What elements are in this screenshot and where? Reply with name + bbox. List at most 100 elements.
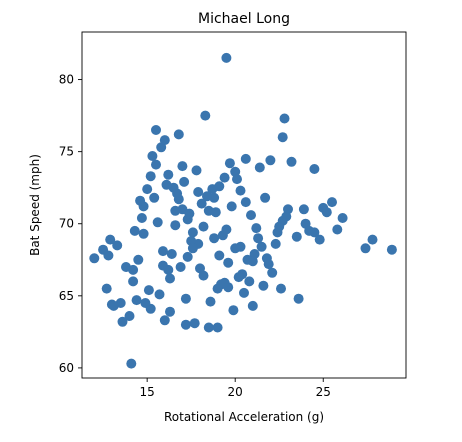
plot-frame — [81, 31, 407, 379]
data-point — [170, 220, 181, 231]
data-point — [89, 253, 100, 264]
data-point — [277, 132, 288, 143]
data-point — [239, 287, 249, 298]
data-point — [270, 238, 281, 249]
data-point — [244, 276, 255, 287]
data-point — [152, 217, 163, 228]
data-point — [205, 296, 216, 307]
data-point — [240, 197, 251, 208]
data-point — [184, 208, 195, 219]
data-point — [258, 280, 269, 291]
data-point — [309, 164, 320, 174]
data-point — [240, 153, 251, 164]
data-point — [170, 205, 181, 216]
data-point — [254, 162, 265, 173]
data-point — [124, 311, 135, 321]
data-point — [212, 283, 223, 294]
data-point — [209, 233, 220, 244]
data-point — [187, 243, 198, 254]
data-point — [203, 322, 214, 333]
data-point — [145, 171, 156, 182]
data-point — [128, 264, 139, 275]
y-axis: 60 65 70 75 80 — [59, 73, 82, 375]
data-point — [196, 198, 207, 209]
data-point — [154, 289, 165, 300]
data-point — [253, 233, 264, 244]
data-point — [210, 207, 221, 218]
data-point — [212, 322, 223, 333]
data-point — [136, 213, 147, 223]
data-point — [159, 315, 170, 326]
data-point — [138, 228, 149, 239]
data-point — [177, 161, 188, 172]
data-point — [286, 156, 297, 167]
data-point — [221, 224, 232, 235]
data-point — [260, 192, 271, 203]
data-point — [158, 246, 168, 257]
data-point — [163, 169, 174, 180]
data-point — [140, 298, 151, 308]
data-point — [158, 260, 168, 271]
x-tick-label: 15 — [140, 385, 155, 399]
data-point — [200, 110, 211, 121]
data-point — [165, 273, 175, 284]
data-point — [128, 276, 139, 287]
data-point — [276, 283, 286, 294]
data-point — [126, 358, 137, 369]
data-point — [180, 319, 191, 330]
data-point — [147, 151, 158, 161]
data-point — [232, 174, 242, 185]
data-point — [230, 243, 241, 254]
data-point — [247, 300, 258, 311]
data-point — [367, 234, 378, 245]
data-point — [337, 213, 348, 223]
data-point — [161, 179, 172, 190]
data-point — [182, 251, 193, 262]
data-point — [321, 207, 332, 218]
data-point — [214, 250, 225, 261]
data-point — [233, 272, 244, 283]
data-point — [151, 125, 161, 135]
data-point — [267, 267, 278, 278]
data-point — [193, 187, 204, 197]
data-point — [166, 249, 177, 259]
data-point — [256, 241, 267, 252]
data-point — [172, 188, 183, 199]
data-point — [263, 259, 274, 270]
data-point — [274, 221, 285, 232]
x-tick-label: 20 — [228, 385, 243, 399]
data-point — [224, 158, 235, 169]
data-point — [187, 227, 198, 238]
x-axis: 15 20 25 — [140, 378, 331, 399]
data-point — [251, 223, 262, 234]
data-point — [165, 306, 175, 317]
data-point — [219, 172, 230, 183]
data-point — [112, 240, 123, 251]
data-point — [179, 176, 190, 187]
data-point — [279, 113, 290, 124]
data-point — [198, 270, 209, 281]
data-point — [293, 293, 304, 304]
data-point — [265, 155, 276, 166]
data-point — [189, 318, 200, 329]
data-point — [386, 244, 397, 255]
x-tick-label: 25 — [316, 385, 331, 399]
data-point — [226, 201, 237, 212]
data-point — [235, 185, 246, 196]
data-point — [143, 285, 154, 296]
data-point — [314, 234, 325, 245]
y-axis-label: Bat Speed (mph) — [28, 154, 42, 256]
data-point — [191, 165, 202, 176]
data-point — [149, 192, 160, 203]
data-point — [151, 159, 161, 170]
y-tick-label: 60 — [59, 361, 74, 375]
data-point — [173, 129, 184, 140]
data-point — [223, 257, 234, 268]
data-point — [159, 135, 170, 146]
data-points — [89, 52, 397, 369]
data-point — [221, 52, 232, 63]
data-point — [180, 293, 191, 304]
data-point — [142, 184, 153, 195]
